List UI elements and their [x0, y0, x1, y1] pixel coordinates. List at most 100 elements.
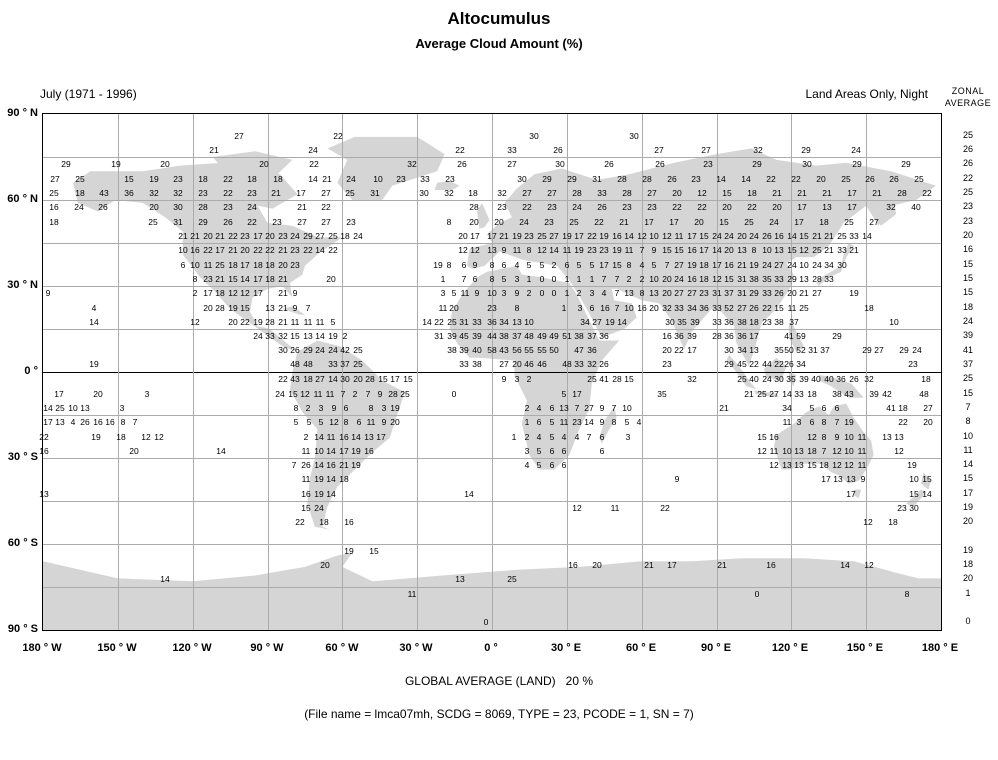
grid-value: 16 [105, 417, 115, 427]
grid-value: 27 [674, 260, 684, 270]
grid-value: 29 [752, 159, 762, 169]
grid-value: 30 [278, 345, 288, 355]
grid-value: 14 [617, 317, 627, 327]
grid-value: 29 [303, 231, 313, 241]
zonal-average-value: 41 [962, 345, 973, 355]
grid-value: 11 [301, 474, 311, 484]
grid-value: 11 [438, 303, 448, 313]
grid-value: 12 [863, 517, 873, 527]
grid-value: 2 [524, 432, 530, 442]
grid-value: 14 [464, 489, 474, 499]
grid-value: 20 [672, 188, 682, 198]
grid-value: 16 [93, 417, 103, 427]
grid-value: 7 [821, 446, 827, 456]
grid-value: 23 [587, 245, 597, 255]
grid-value: 3 [119, 403, 125, 413]
grid-value: 11 [290, 317, 300, 327]
grid-value: 9 [381, 417, 387, 427]
grid-value: 7 [614, 303, 620, 313]
grid-value: 18 [699, 274, 709, 284]
grid-value: 12 [300, 389, 310, 399]
grid-value: 5 [651, 260, 657, 270]
grid-value: 7 [614, 274, 620, 284]
grid-value: 32 [687, 374, 697, 384]
grid-value: 48 [524, 331, 534, 341]
grid-value: 28 [712, 331, 722, 341]
grid-value: 21 [297, 202, 307, 212]
grid-value: 19 [687, 260, 697, 270]
grid-value: 16 [687, 274, 697, 284]
grid-value: 33 [849, 231, 859, 241]
grid-value: 22 [697, 202, 707, 212]
grid-value: 33 [472, 317, 482, 327]
grid-value: 12 [757, 446, 767, 456]
grid-value: 7 [834, 417, 840, 427]
grid-value: 25 [75, 174, 85, 184]
grid-value: 17 [667, 560, 677, 570]
grid-value: 2 [524, 403, 530, 413]
grid-value: 22 [333, 131, 343, 141]
grid-value: 8 [821, 432, 827, 442]
grid-value: 27 [869, 217, 879, 227]
grid-value: 0 [754, 589, 760, 599]
grid-value: 41 [784, 331, 794, 341]
grid-value: 27 [315, 231, 325, 241]
grid-value: 37 [587, 331, 597, 341]
grid-value: 9 [472, 260, 478, 270]
grid-value: 1 [526, 274, 532, 284]
grid-value: 20 [320, 560, 330, 570]
grid-value: 4 [70, 417, 76, 427]
grid-value: 30 [629, 131, 639, 141]
grid-value: 21 [499, 231, 509, 241]
grid-value: 24 [762, 260, 772, 270]
grid-value: 20 [390, 417, 400, 427]
grid-value: 38 [447, 345, 457, 355]
zonal-average-value: 20 [962, 573, 973, 583]
grid-value: 25 [737, 374, 747, 384]
grid-value: 21 [737, 260, 747, 270]
grid-value: 28 [265, 317, 275, 327]
grid-value: 22 [522, 202, 532, 212]
grid-value: 12 [329, 417, 339, 427]
grid-value: 5 [501, 274, 507, 284]
grid-value: 20 [772, 202, 782, 212]
zonal-average-value: 19 [962, 545, 973, 555]
grid-value: 11 [857, 446, 867, 456]
grid-value: 36 [724, 331, 734, 341]
zonal-average-value: 11 [963, 445, 973, 455]
grid-value: 10 [373, 174, 383, 184]
landmass [477, 202, 490, 229]
grid-value: 33 [794, 389, 804, 399]
grid-value: 4 [639, 260, 645, 270]
grid-value: 19 [433, 260, 443, 270]
grid-value: 59 [796, 331, 806, 341]
grid-value: 24 [787, 260, 797, 270]
grid-value: 27 [812, 288, 822, 298]
grid-value: 8 [514, 303, 520, 313]
grid-value: 9 [599, 403, 605, 413]
grid-value: 13 [782, 460, 792, 470]
world-map-grid: 27 22 30 30 21 24 22 33 26 27 27 32 29 24 29 19 20 20 22 32… [39, 113, 942, 631]
grid-value: 22 [295, 517, 305, 527]
grid-value: 19 [351, 460, 361, 470]
grid-value: 8 [192, 274, 198, 284]
grid-value: 23 [290, 245, 300, 255]
longitude-axis-label: 120 ° E [771, 642, 809, 654]
grid-value: 3 [501, 288, 507, 298]
latitude-axis-label: 60 ° N [7, 193, 38, 205]
grid-value: 31 [737, 274, 747, 284]
grid-value: 16 [662, 331, 672, 341]
grid-value: 21 [744, 389, 754, 399]
grid-value: 18 [265, 260, 275, 270]
grid-value: 5 [526, 260, 532, 270]
grid-value: 7 [340, 389, 346, 399]
grid-value: 16 [769, 432, 779, 442]
grid-value: 13 [55, 417, 65, 427]
grid-value: 12 [190, 317, 200, 327]
grid-value: 13 [265, 303, 275, 313]
grid-value: 24 [253, 331, 263, 341]
grid-value: 26 [749, 303, 759, 313]
grid-value: 13 [649, 288, 659, 298]
grid-value: 21 [271, 188, 281, 198]
grid-value: 25 [841, 174, 851, 184]
